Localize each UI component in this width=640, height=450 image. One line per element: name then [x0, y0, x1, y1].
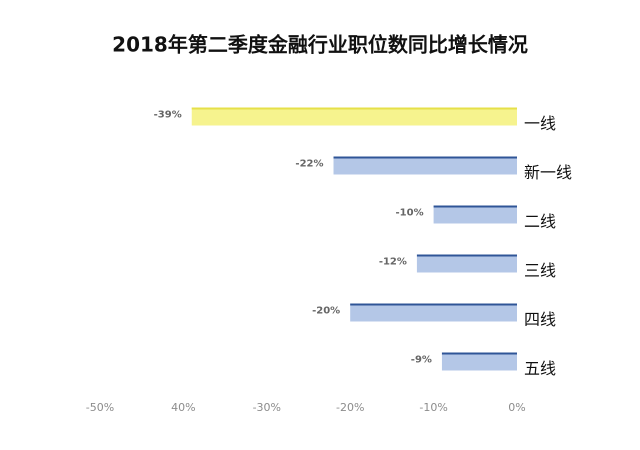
bar — [333, 156, 517, 175]
value-label: -10% — [396, 208, 424, 219]
category-label: 新一线 — [524, 163, 572, 182]
bar — [441, 352, 517, 371]
value-label: -9% — [411, 355, 432, 366]
bar — [350, 303, 517, 322]
x-tick-label: 0% — [508, 401, 525, 414]
x-tick-label: -20% — [336, 401, 364, 414]
x-tick-label: -10% — [419, 401, 447, 414]
value-label: -12% — [379, 257, 407, 268]
bar — [191, 107, 518, 126]
x-tick-label: -50% — [86, 401, 114, 414]
category-label: 四线 — [524, 310, 556, 329]
category-label: 五线 — [524, 359, 556, 378]
x-tick-label: 40% — [171, 401, 195, 414]
value-label: -39% — [154, 110, 182, 121]
value-label: -20% — [312, 306, 340, 317]
x-tick-label: -30% — [253, 401, 281, 414]
category-label: 一线 — [524, 114, 556, 133]
category-label: 二线 — [524, 212, 556, 231]
chart-title: 2018年第二季度金融行业职位数同比增长情况 — [112, 33, 528, 57]
bar — [416, 254, 517, 273]
bar — [433, 205, 517, 224]
value-label: -22% — [295, 159, 323, 170]
category-label: 三线 — [524, 261, 556, 280]
